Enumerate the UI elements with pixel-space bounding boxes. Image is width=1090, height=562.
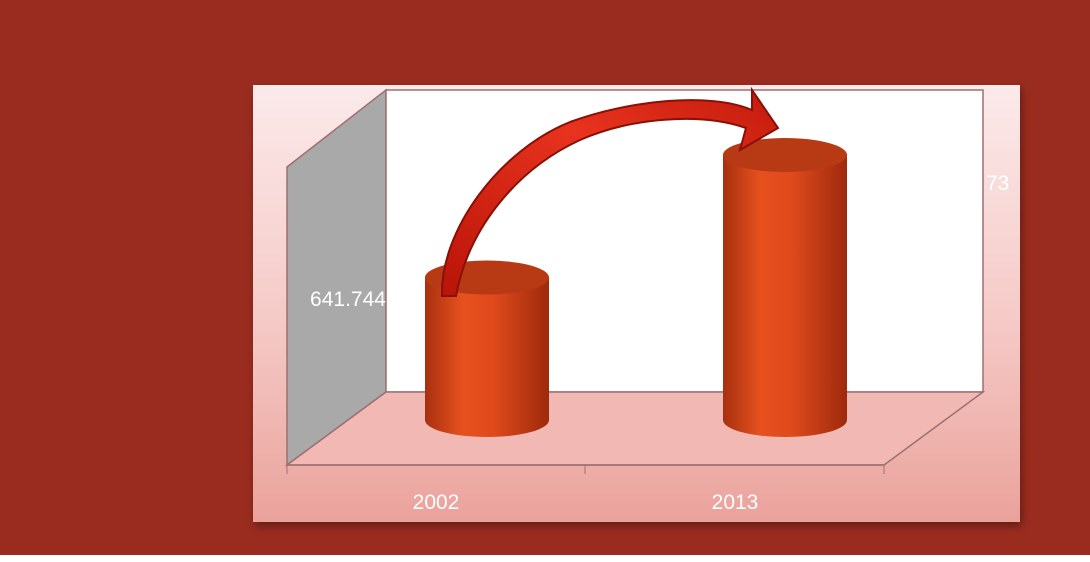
cylinder-body bbox=[425, 277, 549, 437]
data-label: 641.744 bbox=[310, 288, 386, 311]
cylinder-body bbox=[723, 155, 847, 437]
x-tick-label: 2002 bbox=[413, 491, 460, 514]
labels-group: 2002 641.744 2013 73 bbox=[310, 172, 1009, 514]
floor-plane bbox=[284, 391, 986, 466]
x-tick-label: 2013 bbox=[712, 491, 759, 514]
bar-2013 bbox=[723, 138, 847, 437]
cylinder-top bbox=[425, 260, 549, 295]
cylinder-top bbox=[723, 138, 847, 172]
bar-2002 bbox=[425, 260, 549, 437]
data-label: 73 bbox=[986, 172, 1009, 195]
